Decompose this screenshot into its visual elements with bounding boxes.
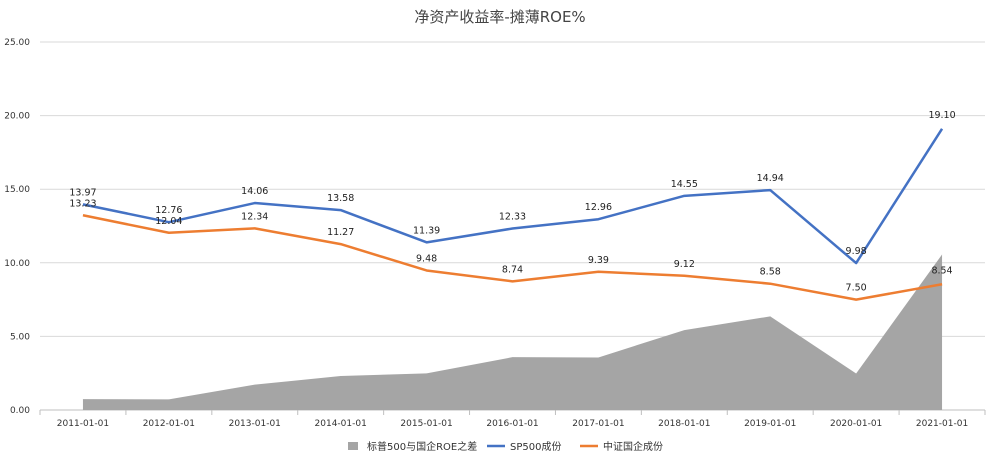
data-label: 11.39 — [413, 225, 440, 236]
x-tick-label: 2012-01-01 — [143, 419, 195, 429]
x-tick-label: 2015-01-01 — [400, 419, 452, 429]
data-label: 9.12 — [674, 259, 695, 270]
data-label: 13.58 — [327, 193, 354, 204]
x-tick-label: 2016-01-01 — [486, 419, 538, 429]
data-label: 12.34 — [241, 211, 268, 222]
x-tick-label: 2018-01-01 — [658, 419, 710, 429]
x-tick-label: 2017-01-01 — [572, 419, 624, 429]
x-tick-label: 2019-01-01 — [744, 419, 796, 429]
x-tick-label: 2014-01-01 — [315, 419, 367, 429]
area-0 — [82, 254, 943, 410]
data-label: 12.04 — [155, 216, 182, 227]
data-label: 12.76 — [155, 205, 182, 216]
y-tick-label: 5.00 — [10, 332, 30, 342]
chart-title: 净资产收益率-摊薄ROE% — [414, 8, 585, 26]
series-line-1 — [82, 128, 944, 265]
data-label: 11.27 — [327, 227, 354, 238]
y-tick-label: 10.00 — [4, 259, 30, 269]
legend-label: 中证国企成份 — [603, 440, 663, 453]
legend-label: 标普500与国企ROE之差 — [367, 440, 477, 453]
y-tick-label: 0.00 — [10, 406, 30, 416]
data-label: 19.10 — [928, 110, 955, 121]
data-label: 9.98 — [846, 246, 867, 257]
data-label: 13.97 — [69, 187, 96, 198]
legend-label: SP500成份 — [510, 441, 561, 453]
data-label: 9.39 — [588, 255, 609, 266]
y-tick-label: 15.00 — [4, 185, 30, 195]
data-label: 8.58 — [760, 267, 781, 278]
data-label: 8.74 — [502, 264, 523, 275]
x-tick-label: 2021-01-01 — [916, 419, 968, 429]
data-label: 13.23 — [69, 198, 96, 209]
data-label: 9.48 — [416, 253, 437, 264]
y-tick-label: 20.00 — [4, 112, 30, 122]
data-labels: 13.97 12.76 14.06 13.58 11.39 12.33 12.96 14.55… — [69, 110, 955, 294]
data-label: 8.54 — [931, 265, 952, 276]
x-tick-label: 2013-01-01 — [229, 419, 281, 429]
data-label: 7.50 — [846, 283, 867, 294]
axis-ticks: 0.00 5.00 10.00 15.00 20.00 25.00 2011-01-01 20… — [4, 38, 986, 429]
data-label: 12.33 — [499, 212, 526, 223]
x-tick-label: 2020-01-01 — [830, 419, 882, 429]
y-tick-label: 25.00 — [4, 38, 30, 48]
data-label: 14.94 — [757, 173, 784, 184]
data-label: 12.96 — [585, 202, 612, 213]
legend: 标普500与国企ROE之差 SP500成份 中证国企成份 — [348, 440, 663, 453]
data-label: 14.55 — [671, 179, 698, 190]
legend-swatch — [348, 442, 358, 450]
area-series — [82, 254, 943, 410]
line-series — [82, 128, 944, 301]
data-label: 14.06 — [241, 186, 268, 197]
x-tick-label: 2011-01-01 — [57, 419, 109, 429]
